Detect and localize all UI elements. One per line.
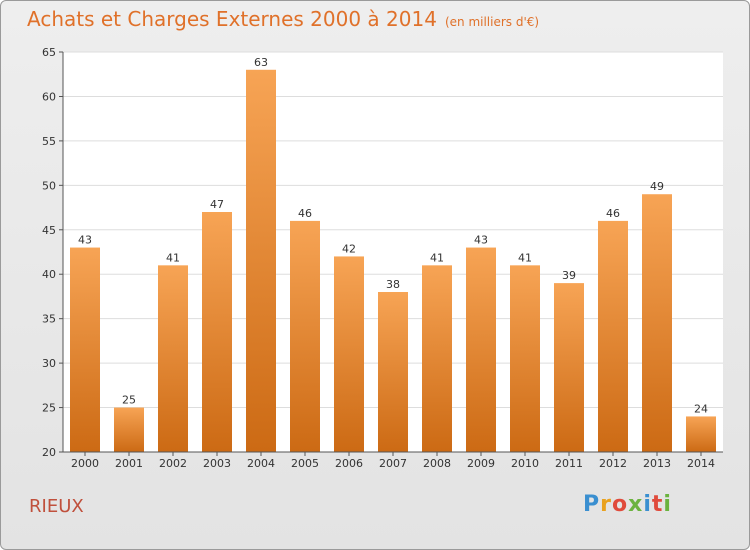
- y-tick-label: 25: [42, 402, 56, 415]
- value-label-2013: 49: [650, 180, 664, 193]
- title-text: Achats et Charges Externes 2000 à 2014: [27, 7, 437, 31]
- value-label-2008: 41: [430, 251, 444, 264]
- bar-2013: [642, 194, 672, 452]
- value-label-2006: 42: [342, 242, 356, 255]
- bar-2011: [554, 283, 584, 452]
- bars: [70, 69, 716, 453]
- value-label-2003: 47: [210, 198, 224, 211]
- x-tick-label-2008: 2008: [423, 457, 451, 470]
- bar-2004: [246, 69, 276, 453]
- logo-letter: P: [583, 492, 601, 517]
- bar-2000: [70, 247, 100, 452]
- logo-letter: o: [611, 492, 629, 517]
- bar-2012: [598, 220, 628, 452]
- bar-2001: [114, 407, 144, 452]
- y-tick-label: 55: [42, 135, 56, 148]
- location-label: RIEUX: [29, 496, 84, 517]
- value-label-2010: 41: [518, 251, 532, 264]
- value-label-2012: 46: [606, 207, 620, 220]
- x-tick-label-2014: 2014: [687, 457, 715, 470]
- value-label-2004: 63: [254, 56, 268, 69]
- value-label-2000: 43: [78, 234, 92, 247]
- y-tick-label: 30: [42, 357, 56, 370]
- bar-2002: [158, 265, 188, 452]
- bar-2010: [510, 265, 540, 452]
- x-tick-label-2007: 2007: [379, 457, 407, 470]
- x-tick-label-2011: 2011: [555, 457, 583, 470]
- y-tick-label: 50: [42, 179, 56, 192]
- x-tick-label-2001: 2001: [115, 457, 143, 470]
- x-tick-label-2000: 2000: [71, 457, 99, 470]
- bar-2005: [290, 220, 320, 452]
- logo-letter: i: [663, 492, 672, 517]
- bar-2008: [422, 265, 452, 452]
- x-tick-label-2006: 2006: [335, 457, 363, 470]
- value-label-2001: 25: [122, 394, 136, 407]
- x-tick-labels: 2000 2001 2002 2003 2004 2005 2006 2007 2008 2009…: [71, 452, 715, 470]
- bar-2007: [378, 292, 408, 452]
- x-tick-label-2012: 2012: [599, 457, 627, 470]
- bar-2014: [686, 416, 716, 452]
- logo-letter: x: [628, 492, 644, 517]
- bar-2009: [466, 247, 496, 452]
- y-tick-labels: 20 25 30 35 40 45 50 55 60 65: [42, 46, 63, 459]
- x-tick-label-2004: 2004: [247, 457, 275, 470]
- x-tick-label-2013: 2013: [643, 457, 671, 470]
- y-tick-label: 65: [42, 46, 56, 59]
- value-label-2002: 41: [166, 251, 180, 264]
- logo-letter: r: [600, 492, 612, 517]
- y-tick-label: 40: [42, 268, 56, 281]
- y-tick-label: 20: [42, 446, 56, 459]
- y-tick-label: 45: [42, 224, 56, 237]
- chart-title: Achats et Charges Externes 2000 à 2014 (e…: [27, 7, 539, 31]
- value-labels: 43 25 41 47 63 46 42 38 41 43 41 39 46 49 24: [78, 56, 708, 416]
- bar-2006: [334, 256, 364, 452]
- x-tick-label-2005: 2005: [291, 457, 319, 470]
- logo-letter: t: [651, 492, 664, 517]
- value-label-2009: 43: [474, 234, 488, 247]
- value-label-2011: 39: [562, 269, 576, 282]
- proxiti-logo: Proxiti: [583, 492, 672, 517]
- value-label-2014: 24: [694, 402, 708, 415]
- x-tick-label-2002: 2002: [159, 457, 187, 470]
- y-tick-label: 60: [42, 90, 56, 103]
- logo-letter: i: [643, 492, 652, 517]
- y-tick-label: 35: [42, 313, 56, 326]
- x-tick-label-2003: 2003: [203, 457, 231, 470]
- x-tick-label-2010: 2010: [511, 457, 539, 470]
- value-label-2007: 38: [386, 278, 400, 291]
- bar-2003: [202, 212, 232, 452]
- value-label-2005: 46: [298, 207, 312, 220]
- chart-subtitle: (en milliers d'€): [444, 15, 540, 29]
- x-tick-label-2009: 2009: [467, 457, 495, 470]
